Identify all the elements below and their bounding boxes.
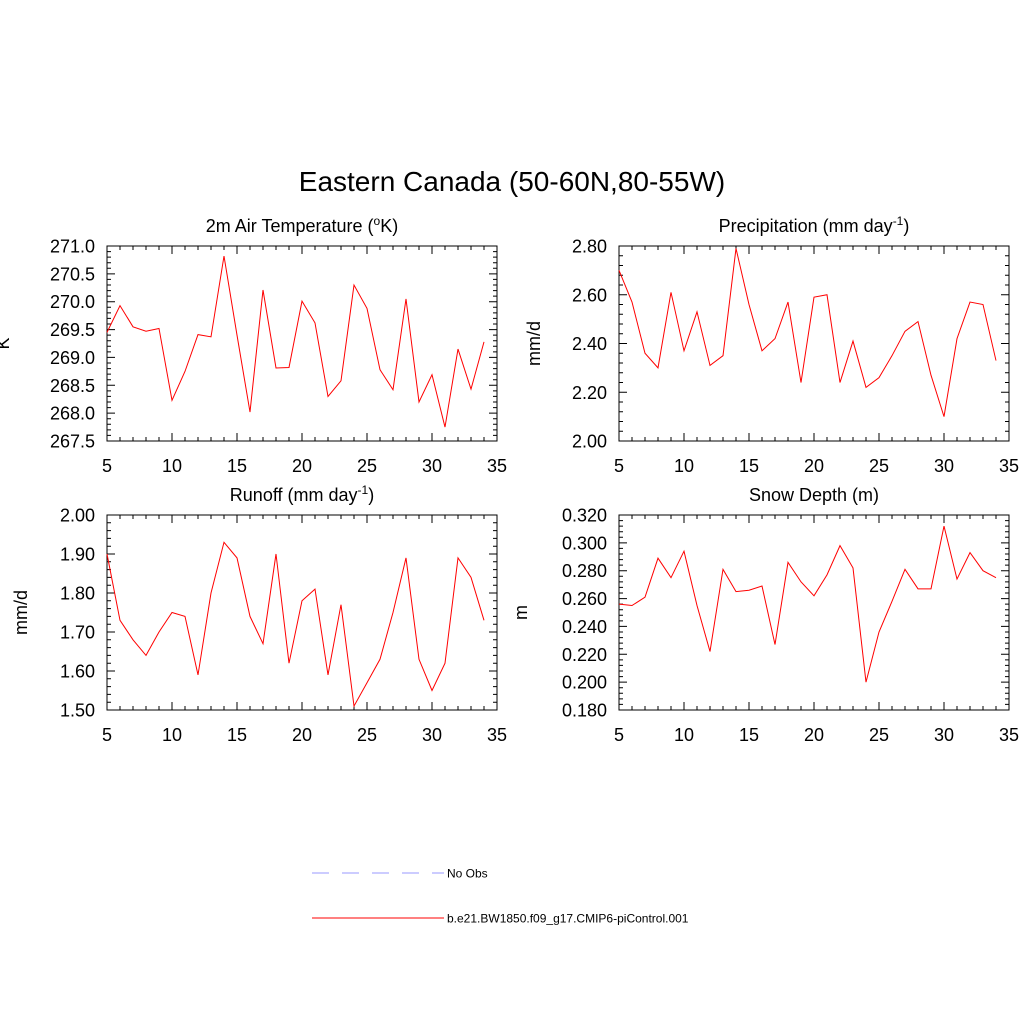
x-tick-label: 25: [357, 456, 377, 476]
x-tick-label: 30: [422, 456, 442, 476]
plot-frame: [106, 245, 498, 442]
x-tick-label: 20: [804, 725, 824, 745]
x-tick-label: 10: [162, 725, 182, 745]
legend: No Obs b.e21.BW1850.f09_g17.CMIP6-piContr…: [312, 867, 689, 926]
x-tick-label: 5: [614, 725, 624, 745]
y-tick-label: 0.300: [562, 533, 607, 553]
x-tick-label: 35: [999, 456, 1019, 476]
y-tick-label: 269.5: [50, 320, 95, 340]
x-tick-label: 25: [869, 725, 889, 745]
y-tick-label: 270.5: [50, 264, 95, 284]
subplot-title-superscript: o: [374, 214, 381, 228]
legend-label: b.e21.BW1850.f09_g17.CMIP6-piControl.001: [447, 912, 689, 926]
subplot-title-tail: K): [380, 216, 398, 236]
x-tick-label: 5: [102, 456, 112, 476]
x-tick-label: 15: [227, 725, 247, 745]
plot-frame: [106, 514, 498, 711]
subplot-title: 2m Air Temperature (oK): [206, 214, 398, 236]
subplot-title-main: Snow Depth (m): [749, 485, 879, 505]
subplot-title-tail: ): [903, 216, 909, 236]
y-axis-label: K: [0, 337, 13, 349]
y-tick-label: 1.80: [60, 584, 95, 604]
y-tick-label: 0.220: [562, 645, 607, 665]
series-line: [106, 541, 485, 708]
minor-ticks: [619, 246, 1009, 441]
y-tick-label: 0.320: [562, 506, 607, 526]
y-tick-label: 0.200: [562, 673, 607, 693]
subplot-title-superscript: -1: [893, 214, 904, 228]
plot-frame: [618, 514, 1010, 711]
chart-panel-1: 5 10 15 20 25 30 35 267.5 268.0 268.5 269.0 269.5 27…: [0, 214, 507, 476]
minor-ticks: [619, 515, 1009, 710]
y-axis-label: mm/d: [11, 590, 31, 635]
x-tick-label: 20: [292, 456, 312, 476]
subplot-title: Precipitation (mm day-1): [719, 214, 910, 236]
subplot-title-main: Runoff (mm day: [230, 485, 358, 505]
plot-frame: [618, 245, 1010, 442]
x-tick-label: 15: [739, 456, 759, 476]
x-tick-label: 30: [934, 725, 954, 745]
y-tick-label: 2.60: [572, 285, 607, 305]
y-tick-label: 267.5: [50, 432, 95, 452]
subplot-title-superscript: -1: [358, 483, 369, 497]
x-tick-label: 5: [614, 456, 624, 476]
x-tick-label: 30: [422, 725, 442, 745]
y-axis-label: m: [511, 605, 531, 620]
figure-title: Eastern Canada (50-60N,80-55W): [299, 166, 725, 197]
y-tick-label: 268.0: [50, 404, 95, 424]
subplot-title-tail: ): [368, 485, 374, 505]
subplot-title: Runoff (mm day-1): [230, 483, 374, 505]
x-tick-label: 10: [162, 456, 182, 476]
chart-panel-4: 5 10 15 20 25 30 35 0.180 0.200 0.220 0.240 0.260 0.…: [511, 485, 1019, 745]
series-line: [106, 255, 485, 428]
x-tick-label: 15: [739, 725, 759, 745]
y-axis-label: mm/d: [524, 321, 544, 366]
chart-panel-3: 5 10 15 20 25 30 35 1.50 1.60 1.70 1.80 1.90 2.00 mm/…: [11, 483, 507, 745]
y-tick-label: 1.70: [60, 623, 95, 643]
y-tick-label: 1.60: [60, 662, 95, 682]
x-tick-label: 35: [999, 725, 1019, 745]
x-tick-label: 10: [674, 456, 694, 476]
series-line: [618, 526, 997, 683]
minor-ticks: [107, 246, 497, 441]
y-tick-label: 270.0: [50, 292, 95, 312]
x-tick-label: 25: [869, 456, 889, 476]
y-tick-label: 1.90: [60, 545, 95, 565]
subplot-title-main: Precipitation (mm day: [719, 216, 893, 236]
y-tick-label: 1.50: [60, 701, 95, 721]
y-tick-label: 268.5: [50, 376, 95, 396]
subplot-title-main: 2m Air Temperature (: [206, 216, 374, 236]
y-tick-label: 0.180: [562, 701, 607, 721]
subplot-title: Snow Depth (m): [749, 485, 879, 505]
x-tick-label: 20: [292, 725, 312, 745]
x-tick-label: 35: [487, 725, 507, 745]
x-tick-label: 15: [227, 456, 247, 476]
y-tick-label: 0.260: [562, 589, 607, 609]
y-tick-label: 2.40: [572, 334, 607, 354]
x-tick-label: 10: [674, 725, 694, 745]
y-tick-label: 0.240: [562, 617, 607, 637]
chart-panel-2: 5 10 15 20 25 30 35 2.00 2.20 2.40 2.60 2.80 mm/d Pre…: [524, 214, 1019, 476]
y-tick-label: 2.20: [572, 383, 607, 403]
y-tick-label: 2.80: [572, 237, 607, 257]
y-tick-label: 2.00: [572, 432, 607, 452]
x-tick-label: 20: [804, 456, 824, 476]
chart-panels: 5 10 15 20 25 30 35 267.5 268.0 268.5 269.0 269.5 27…: [0, 214, 1019, 745]
x-tick-label: 30: [934, 456, 954, 476]
legend-label: No Obs: [447, 867, 488, 881]
y-tick-label: 0.280: [562, 561, 607, 581]
y-tick-label: 271.0: [50, 237, 95, 257]
y-tick-label: 269.0: [50, 348, 95, 368]
series-line: [618, 248, 997, 417]
x-tick-label: 35: [487, 456, 507, 476]
y-tick-label: 2.00: [60, 506, 95, 526]
x-tick-label: 25: [357, 725, 377, 745]
x-tick-label: 5: [102, 725, 112, 745]
minor-ticks: [107, 515, 497, 710]
